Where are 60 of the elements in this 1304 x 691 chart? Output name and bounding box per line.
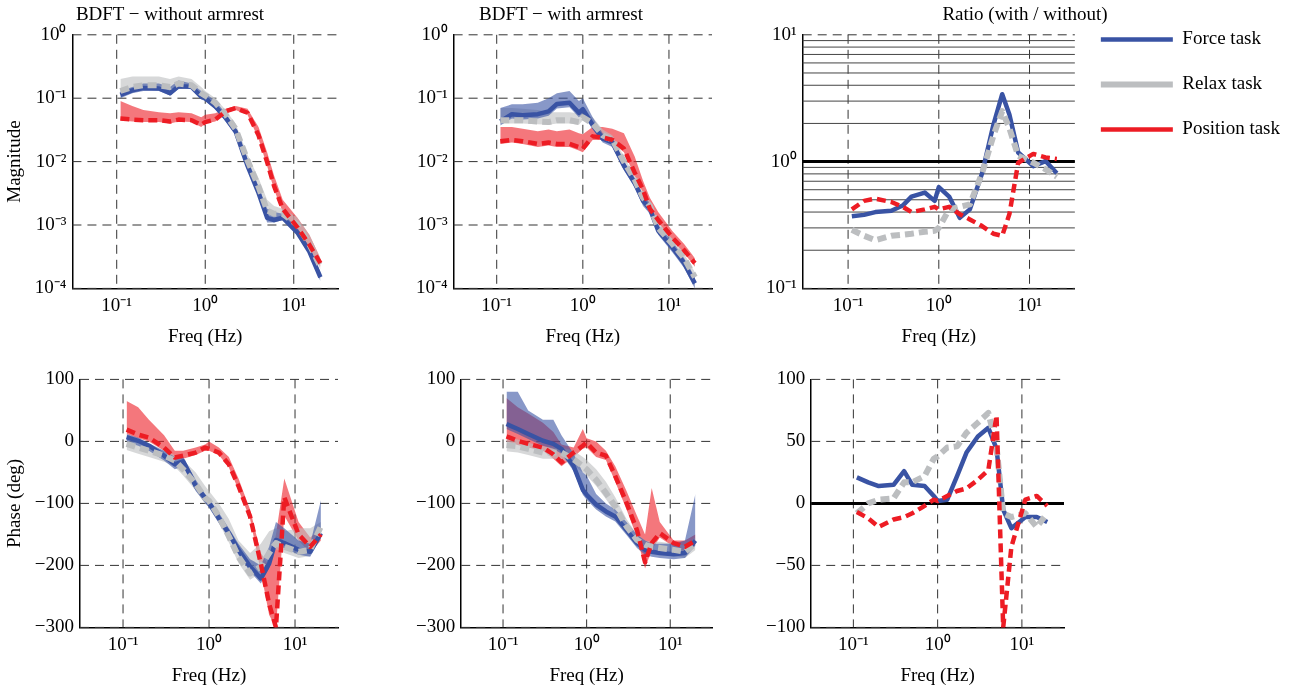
y-tick-label: 0 (64, 429, 75, 451)
x-tick-label: 10¹ (282, 632, 308, 654)
chart-title: Ratio (with / without) (942, 3, 1108, 26)
y-tick-label: 10⁻³ (416, 212, 448, 234)
x-tick-label: 10⁰ (573, 632, 600, 654)
y-tick-label: 100 (45, 367, 75, 389)
x-tick-label: 10⁰ (925, 293, 952, 315)
legend-label: Force task (1182, 27, 1262, 49)
x-axis-title: Freq (Hz) (168, 324, 243, 347)
x-axis-title: Freq (Hz) (545, 324, 621, 347)
x-tick-label: 10¹ (1009, 632, 1035, 654)
x-axis-title: Freq (Hz) (549, 663, 624, 686)
y-tick-label: −100 (416, 491, 456, 513)
y-tick-label: −300 (416, 615, 456, 637)
y-axis-title: Magnitude (3, 120, 25, 203)
y-tick-label: −200 (416, 553, 456, 575)
y-tick-label: −300 (34, 615, 75, 637)
y-tick-label: −100 (34, 491, 75, 513)
y-tick-label: 100 (426, 367, 456, 389)
x-tick-label: 10⁰ (569, 293, 596, 315)
y-tick-label: 10⁰ (421, 22, 448, 44)
y-tick-label: 50 (786, 429, 806, 451)
x-tick-label: 10⁻¹ (107, 632, 139, 654)
y-tick-label: 10⁻¹ (416, 86, 448, 108)
chart-title: BDFT − without armrest (75, 3, 265, 25)
x-tick-label: 10¹ (1017, 293, 1043, 315)
y-axis-title: Phase (deg) (3, 458, 26, 548)
x-tick-label: 10¹ (657, 632, 683, 654)
y-tick-label: 10⁻² (416, 149, 448, 171)
y-tick-label: 10⁻⁴ (34, 276, 67, 298)
y-tick-label: 0 (445, 429, 456, 451)
y-tick-label: 0 (795, 491, 806, 513)
x-axis-title: Freq (Hz) (901, 324, 976, 347)
y-tick-label: 10⁰ (770, 149, 797, 171)
legend-label: Relax task (1182, 72, 1263, 94)
x-tick-label: 10⁻¹ (487, 632, 519, 654)
y-tick-label: 10⁻² (35, 149, 67, 171)
x-tick-label: 10⁻¹ (101, 293, 133, 315)
x-tick-label: 10¹ (656, 293, 682, 315)
x-tick-label: 10⁻¹ (838, 632, 870, 654)
y-tick-label: 10¹ (771, 22, 797, 44)
y-tick-label: 10⁻³ (35, 212, 67, 234)
x-tick-label: 10⁻¹ (832, 293, 864, 315)
y-tick-label: −200 (34, 553, 75, 575)
x-tick-label: 10¹ (281, 293, 307, 315)
chart-title: BDFT − with armrest (479, 3, 644, 25)
x-tick-label: 10⁻¹ (481, 293, 513, 315)
x-axis-title: Freq (Hz) (900, 663, 975, 686)
y-tick-label: −100 (766, 615, 806, 637)
y-tick-label: 10⁻¹ (35, 86, 67, 108)
x-tick-label: 10⁰ (924, 632, 951, 654)
y-tick-label: 10⁰ (40, 22, 67, 44)
x-axis-title: Freq (Hz) (171, 663, 247, 686)
legend-label: Position task (1182, 117, 1281, 139)
y-tick-label: −50 (775, 553, 806, 575)
y-tick-label: 100 (776, 367, 806, 389)
y-tick-label: 10⁻¹ (765, 276, 797, 298)
x-tick-label: 10⁰ (196, 632, 223, 654)
x-tick-label: 10⁰ (192, 293, 219, 315)
y-tick-label: 10⁻⁴ (416, 276, 448, 298)
